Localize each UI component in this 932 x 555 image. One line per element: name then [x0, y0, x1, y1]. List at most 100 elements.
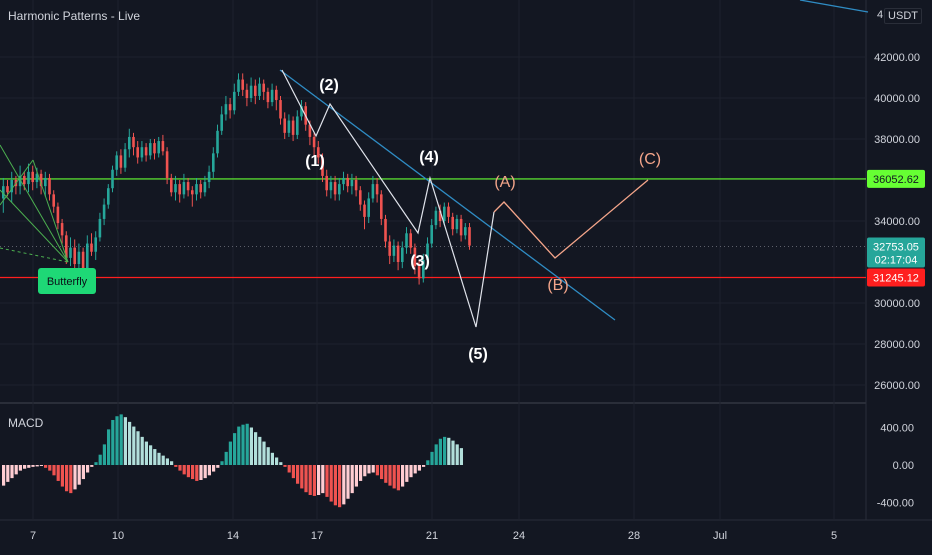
axis-partial-tick: 4: [877, 9, 884, 21]
abc-label: (B): [547, 277, 568, 294]
macd-bar: [321, 465, 325, 494]
candle: [140, 147, 144, 158]
macd-bar: [69, 465, 73, 494]
candle: [308, 124, 312, 137]
price-tick-label: 28000.00: [874, 339, 920, 351]
macd-bar: [409, 465, 413, 478]
candle: [170, 177, 173, 193]
macd-tick-label: -400.00: [877, 498, 914, 510]
candle: [279, 100, 282, 119]
macd-bar: [413, 465, 417, 474]
price-tick-label: 26000.00: [874, 380, 920, 392]
macd-label[interactable]: MACD: [8, 416, 44, 430]
candle: [401, 247, 404, 262]
candle: [73, 247, 76, 265]
candle: [325, 175, 328, 191]
candle: [149, 143, 152, 156]
candle: [191, 190, 194, 195]
candle: [417, 266, 421, 279]
macd-bar: [254, 432, 258, 465]
macd-bar: [317, 465, 321, 495]
macd-bar: [312, 465, 316, 496]
candle: [86, 243, 89, 273]
candle: [128, 136, 131, 150]
macd-bar: [300, 465, 304, 489]
trend-line-upper: [799, 0, 869, 13]
candle: [346, 177, 349, 187]
abc-label: (C): [639, 151, 661, 168]
candle: [228, 104, 232, 111]
macd-bar: [354, 465, 358, 487]
candle: [342, 177, 345, 185]
candle: [270, 89, 274, 103]
last-price-tag: [867, 237, 925, 268]
candle: [283, 118, 286, 133]
candle: [426, 243, 429, 260]
candle: [199, 184, 202, 193]
macd-bar: [48, 465, 52, 471]
candle: [39, 173, 43, 187]
macd-bar: [18, 465, 22, 471]
candle: [107, 188, 110, 205]
macd-bar: [111, 420, 115, 465]
candle: [165, 151, 169, 178]
macd-bar: [333, 465, 337, 506]
macd-bar: [170, 461, 174, 465]
butterfly-badge-label: Butterfly: [47, 276, 88, 288]
candle: [132, 136, 135, 148]
time-tick-label: 5: [831, 530, 837, 542]
macd-bar: [140, 436, 144, 465]
macd-bar: [422, 465, 426, 467]
candle: [367, 198, 370, 217]
butterfly-pattern-line: [0, 159, 34, 206]
price-tick-label: 30000.00: [874, 298, 920, 310]
candle: [77, 251, 81, 265]
macd-bar: [438, 438, 442, 465]
macd-bar: [233, 433, 237, 465]
price-tick-label: 38000.00: [874, 134, 920, 146]
candle: [275, 89, 278, 101]
candle: [443, 206, 446, 221]
candle: [224, 104, 228, 115]
macd-bar: [86, 465, 90, 473]
candle: [266, 91, 270, 103]
macd-bar: [447, 437, 451, 465]
candle: [144, 147, 148, 156]
macd-bar: [426, 460, 430, 465]
candle: [380, 194, 383, 219]
macd-bar: [178, 465, 182, 471]
time-tick-label: 24: [513, 530, 525, 542]
macd-bar: [65, 465, 69, 492]
candle: [90, 243, 93, 252]
macd-bar: [283, 465, 287, 467]
macd-bar: [279, 462, 283, 465]
candle: [317, 147, 320, 158]
candle: [468, 227, 471, 246]
candle: [405, 233, 408, 248]
candle: [241, 79, 244, 90]
candle: [18, 175, 22, 187]
candle: [153, 143, 156, 154]
macd-bar: [359, 465, 363, 481]
currency-button[interactable]: USDT: [884, 8, 922, 24]
candle: [48, 177, 51, 195]
candle: [102, 204, 106, 219]
macd-bar: [115, 416, 119, 465]
macd-bar: [443, 436, 447, 465]
macd-bar: [291, 465, 295, 479]
macd-bar: [342, 465, 346, 505]
candle: [321, 157, 324, 176]
macd-bar: [434, 444, 438, 465]
macd-bar: [81, 465, 85, 480]
abc-correction-line: [493, 179, 649, 259]
candle: [459, 218, 463, 236]
candle: [98, 218, 102, 238]
candle: [27, 171, 30, 185]
macd-bar: [191, 465, 195, 480]
macd-bar: [199, 465, 203, 480]
macd-bar: [392, 465, 396, 489]
candle: [312, 136, 316, 148]
candle: [136, 147, 139, 158]
